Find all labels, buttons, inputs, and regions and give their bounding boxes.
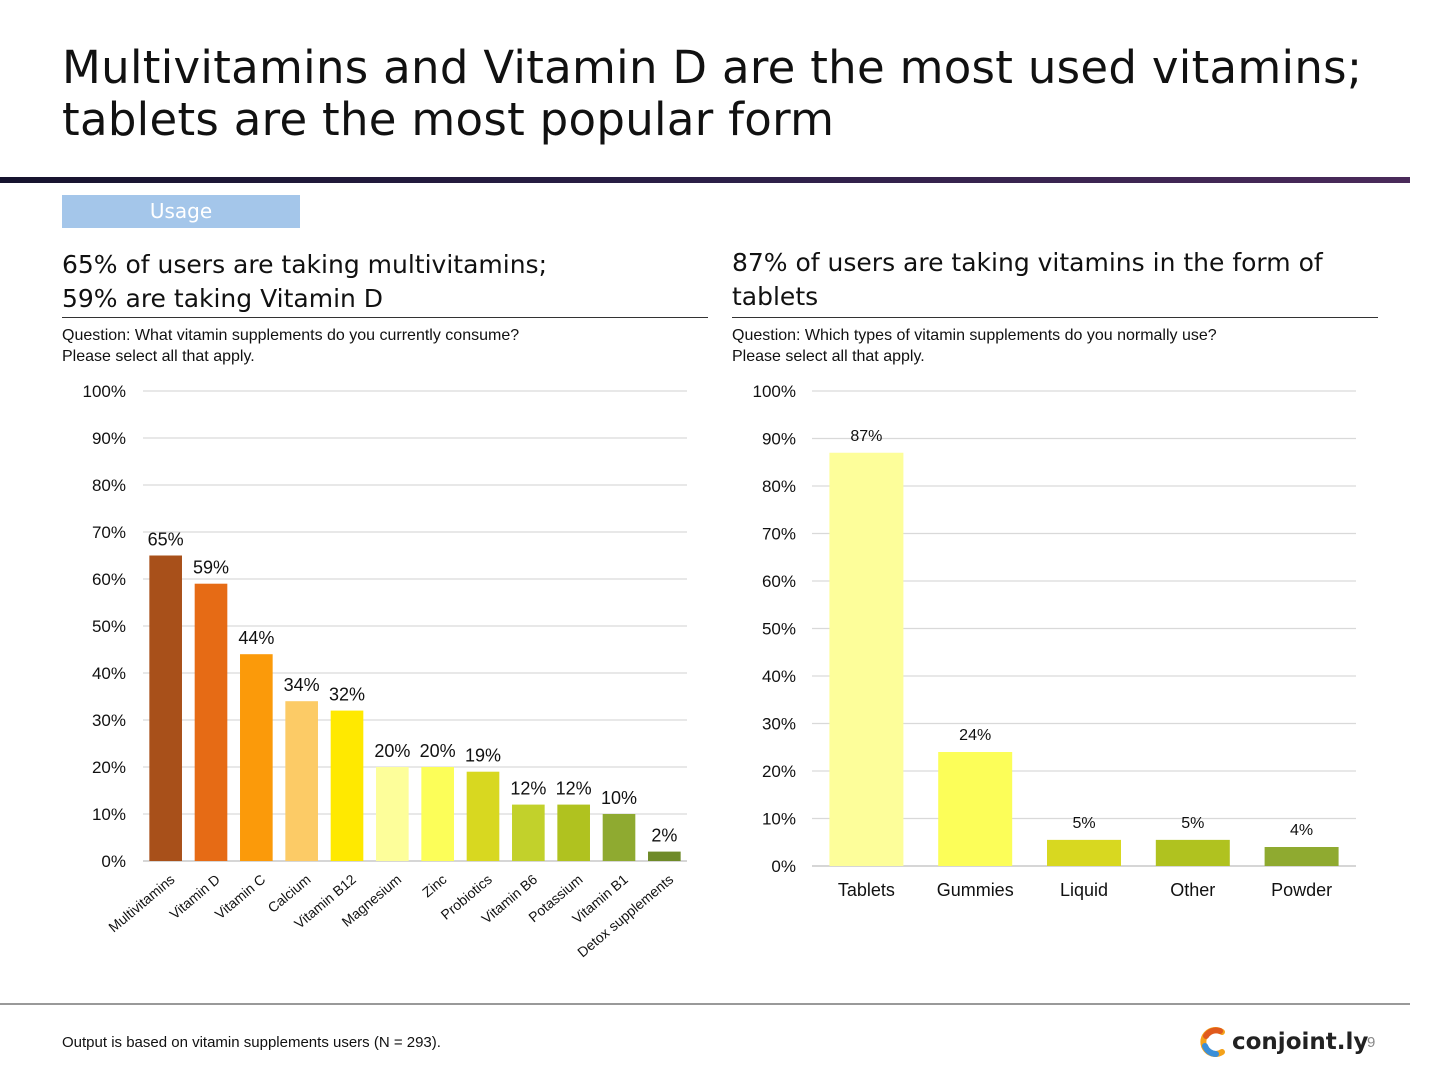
y-tick-label: 30% (92, 711, 126, 730)
category-label: Zinc (419, 871, 450, 900)
bar (829, 452, 904, 866)
data-label: 19% (465, 746, 501, 766)
y-tick-label: 20% (762, 762, 796, 781)
right-subtitle-line-2: tablets (732, 282, 819, 311)
y-tick-label: 10% (92, 805, 126, 824)
y-tick-label: 0% (771, 857, 796, 876)
data-label: 87% (850, 428, 882, 445)
data-label: 32% (329, 685, 365, 705)
page-title: Multivitamins and Vitamin D are the most… (62, 42, 1382, 146)
y-tick-label: 60% (92, 570, 126, 589)
y-tick-label: 100% (83, 382, 126, 401)
right-subtitle-line-1: 87% of users are taking vitamins in the … (732, 248, 1323, 277)
footnote: Output is based on vitamin supplements u… (62, 1034, 441, 1051)
y-tick-label: 30% (762, 715, 796, 734)
data-label: 2% (651, 826, 677, 846)
usage-tag: Usage (62, 195, 300, 228)
bar (285, 701, 318, 861)
right-subtitle: 87% of users are taking vitamins in the … (732, 246, 1392, 314)
bar (421, 767, 454, 861)
bar (938, 752, 1013, 866)
bar (1047, 839, 1121, 866)
title-line-2: tablets are the most popular form (62, 93, 835, 146)
bar (1264, 847, 1339, 866)
data-label: 20% (374, 741, 410, 761)
bar (1155, 839, 1230, 866)
y-tick-label: 60% (762, 572, 796, 591)
logo-text: conjoint.ly (1232, 1029, 1369, 1055)
vitamin-usage-chart: 0% 10% 20% 30% 40% 50% 60% 70% 80% 90% 100% 65% Mult… (83, 382, 687, 960)
y-tick-label: 40% (762, 667, 796, 686)
y-tick-label: 80% (92, 476, 126, 495)
y-tick-label: 40% (92, 664, 126, 683)
data-label: 44% (238, 628, 274, 648)
category-label: Vitamin C (212, 871, 269, 922)
category-label: Gummies (937, 880, 1014, 900)
data-label: 24% (959, 727, 991, 744)
category-label: Liquid (1060, 880, 1108, 900)
bar (194, 583, 228, 861)
category-label: Tablets (838, 880, 895, 900)
data-label: 12% (510, 779, 546, 799)
data-label: 5% (1181, 815, 1204, 832)
right-question-line-1: Question: Which types of vitamin supplem… (732, 327, 1217, 344)
bar (330, 710, 364, 861)
title-line-1: Multivitamins and Vitamin D are the most… (62, 41, 1363, 94)
left-subtitle-line-1: 65% of users are taking multivitamins; (62, 250, 547, 279)
bar (602, 814, 636, 861)
bar (466, 771, 500, 861)
y-tick-label: 0% (101, 852, 126, 871)
data-label: 59% (193, 558, 229, 578)
left-question: Question: What vitamin supplements do yo… (62, 325, 712, 367)
data-label: 10% (601, 788, 637, 808)
page-number: 9 (1367, 1034, 1376, 1051)
conjoint-logo-icon (1200, 1027, 1225, 1057)
y-tick-label: 80% (762, 477, 796, 496)
bar (240, 654, 273, 861)
y-tick-label: 20% (92, 758, 126, 777)
title-divider (0, 177, 1410, 183)
bar (648, 851, 681, 861)
left-question-line-2: Please select all that apply. (62, 348, 255, 365)
data-label: 5% (1072, 815, 1095, 832)
bar (376, 767, 409, 861)
left-question-line-1: Question: What vitamin supplements do yo… (62, 327, 520, 344)
y-tick-label: 90% (92, 429, 126, 448)
y-tick-label: 70% (762, 525, 796, 544)
right-question-line-2: Please select all that apply. (732, 348, 925, 365)
right-subtitle-rule (732, 317, 1378, 318)
right-question: Question: Which types of vitamin supplem… (732, 325, 1392, 367)
y-tick-label: 100% (753, 382, 796, 401)
footer-divider (0, 1003, 1410, 1005)
y-tick-label: 10% (762, 810, 796, 829)
y-tick-label: 70% (92, 523, 126, 542)
y-tick-label: 50% (762, 620, 796, 639)
data-label: 65% (148, 530, 184, 550)
y-tick-label: 90% (762, 430, 796, 449)
bar (557, 804, 590, 861)
left-subtitle-rule (62, 317, 708, 318)
data-label: 12% (556, 779, 592, 799)
data-label: 34% (284, 675, 320, 695)
bar (149, 555, 182, 861)
bar (512, 804, 545, 861)
data-label: 4% (1290, 822, 1313, 839)
data-label: 20% (420, 741, 456, 761)
category-label: Multivitamins (105, 871, 177, 935)
left-subtitle: 65% of users are taking multivitamins; 5… (62, 248, 712, 316)
left-subtitle-line-2: 59% are taking Vitamin D (62, 284, 384, 313)
brand-logo: conjoint.ly (1200, 1024, 1368, 1060)
category-label: Other (1170, 880, 1215, 900)
category-label: Powder (1271, 880, 1332, 900)
vitamin-form-chart: 0% 10% 20% 30% 40% 50% 60% 70% 80% 90% 100% 87% Tabl… (753, 382, 1356, 900)
y-tick-label: 50% (92, 617, 126, 636)
